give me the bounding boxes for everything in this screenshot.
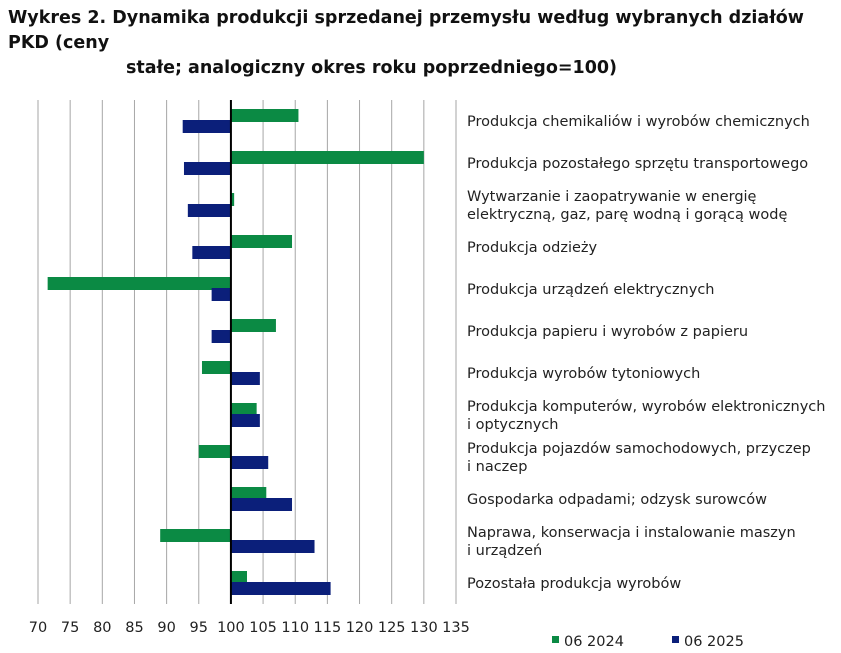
category-label: Pozostała produkcja wyrobów	[467, 576, 681, 592]
category-label: i urządzeń	[467, 543, 542, 559]
x-tick-label: 115	[314, 620, 342, 636]
category-label: i optycznych	[467, 417, 559, 433]
chart-title: Wykres 2. Dynamika produkcji sprzedanej …	[8, 6, 838, 81]
category-label: Produkcja urządzeń elektrycznych	[467, 282, 714, 298]
legend-label: 06 2024	[564, 634, 624, 650]
category-label: Produkcja papieru i wyrobów z papieru	[467, 324, 748, 340]
bar-2024	[230, 487, 267, 500]
category-labels: Produkcja chemikaliów i wyrobów chemiczn…	[467, 114, 825, 592]
bar-2025	[230, 456, 269, 469]
bar-2025	[192, 246, 231, 259]
category-label: i naczep	[467, 459, 527, 475]
bar-2024	[230, 319, 276, 332]
bar-2025	[211, 288, 231, 301]
x-tick-label: 95	[190, 620, 208, 636]
bar-2024	[230, 235, 293, 248]
legend-swatch	[672, 636, 679, 643]
x-tick-label: 105	[249, 620, 277, 636]
category-label: Produkcja chemikaliów i wyrobów chemiczn…	[467, 114, 810, 130]
bars	[47, 109, 424, 595]
bar-2024	[201, 361, 231, 374]
legend-swatch	[552, 636, 559, 643]
x-tick-label: 125	[378, 620, 406, 636]
bar-2024	[230, 109, 299, 122]
bar-2024	[160, 529, 231, 542]
bar-2025	[230, 582, 331, 595]
category-label: Produkcja pozostałego sprzętu transporto…	[467, 156, 808, 172]
x-tick-labels: 70 75 80 85 90 95 100 105 110 115 120 125 130 135	[29, 620, 470, 636]
x-tick-label: 80	[93, 620, 111, 636]
chart-title-line2: stałe; analogiczny okres roku poprzednie…	[126, 58, 618, 78]
bar-2024	[198, 445, 231, 458]
gridlines	[37, 100, 457, 604]
category-label: Wytwarzanie i zaopatrywanie w energię	[467, 189, 757, 205]
category-label: Produkcja wyrobów tytoniowych	[467, 366, 700, 382]
legend-label: 06 2025	[684, 634, 744, 650]
chart-title-line1: Wykres 2. Dynamika produkcji sprzedanej …	[8, 8, 804, 53]
bar-2024	[230, 571, 247, 584]
x-tick-label: 100	[217, 620, 245, 636]
category-label: Produkcja pojazdów samochodowych, przycz…	[467, 441, 811, 457]
legend: 06 2024 06 2025	[552, 634, 744, 650]
bar-2024	[230, 403, 257, 416]
x-tick-label: 85	[125, 620, 143, 636]
bar-2025	[187, 204, 231, 217]
x-tick-label: 135	[442, 620, 470, 636]
bar-2025	[230, 414, 260, 427]
category-label: Gospodarka odpadami; odzysk surowców	[467, 492, 767, 508]
category-label: elektryczną, gaz, parę wodną i gorącą wo…	[467, 207, 787, 223]
bar-2025	[230, 372, 260, 385]
x-tick-label: 70	[29, 620, 47, 636]
bar-2025	[230, 540, 315, 553]
x-tick-label: 75	[61, 620, 79, 636]
bar-2024	[230, 151, 424, 164]
category-label: Produkcja odzieży	[467, 240, 598, 256]
bar-2025	[211, 330, 231, 343]
x-tick-label: 130	[410, 620, 438, 636]
bar-2024	[47, 277, 231, 290]
category-label: Naprawa, konserwacja i instalowanie masz…	[467, 525, 796, 541]
x-tick-label: 90	[157, 620, 175, 636]
bar-2025	[182, 120, 231, 133]
bar-2025	[183, 162, 231, 175]
x-tick-label: 120	[346, 620, 374, 636]
bar-2025	[230, 498, 293, 511]
category-label: Produkcja komputerów, wyrobów elektronic…	[467, 399, 825, 415]
bar-2024	[230, 193, 235, 206]
x-tick-label: 110	[281, 620, 309, 636]
